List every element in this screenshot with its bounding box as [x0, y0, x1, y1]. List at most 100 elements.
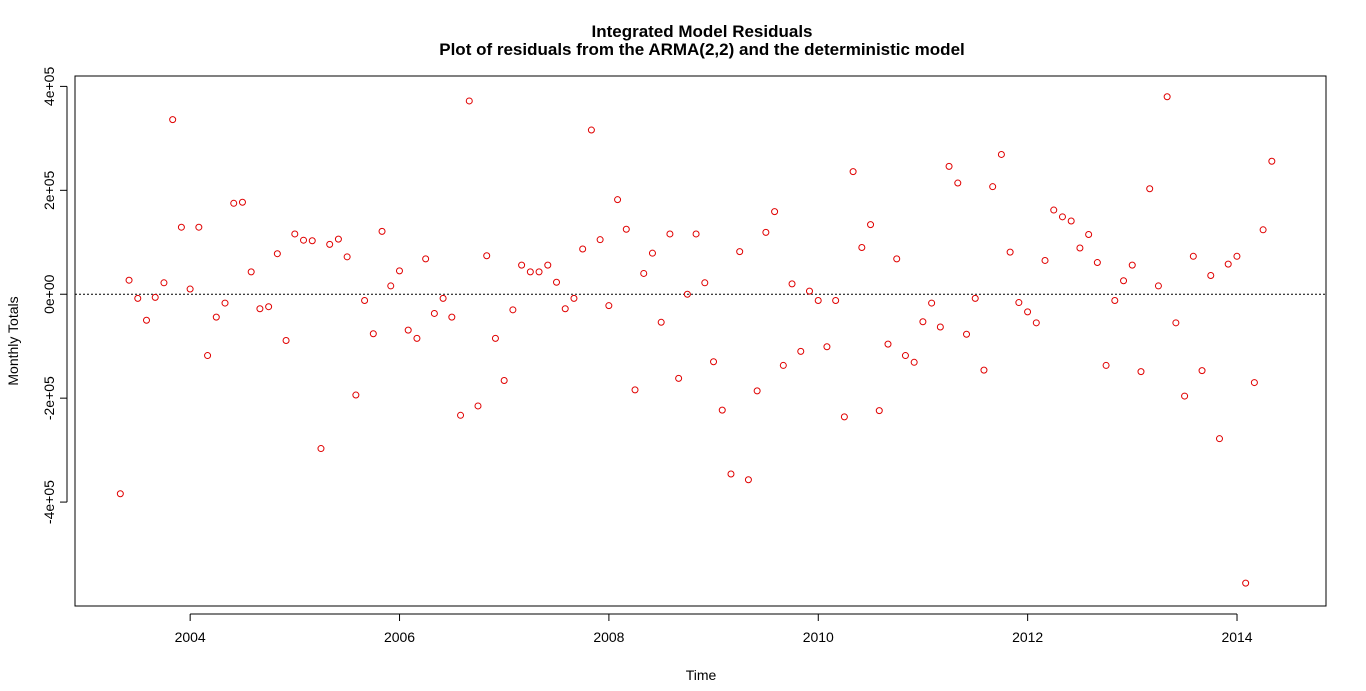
residual-point [282, 336, 290, 344]
residual-point [1093, 259, 1101, 267]
residual-point [134, 294, 142, 302]
plot-frame [74, 75, 1327, 607]
residual-point [177, 223, 185, 231]
residual-point [230, 199, 238, 207]
residual-point [422, 255, 430, 263]
residual-point [692, 230, 700, 238]
residual-point [640, 269, 648, 277]
residual-point [675, 374, 683, 382]
y-tick-label: -4e+05 [41, 480, 57, 524]
residual-point [736, 248, 744, 256]
residual-point [928, 299, 936, 307]
residual-point [1032, 319, 1040, 327]
residual-point [701, 279, 709, 287]
residual-point [997, 150, 1005, 158]
residual-point [535, 268, 543, 276]
residual-point [587, 126, 595, 134]
y-axis-label: Monthly Totals [5, 296, 21, 385]
residual-point [963, 330, 971, 338]
residual-points [116, 93, 1276, 587]
residual-point [614, 196, 622, 204]
residual-point [378, 227, 386, 235]
residual-point [718, 406, 726, 414]
residual-point [954, 179, 962, 187]
residual-point [1207, 272, 1215, 280]
residual-point [1259, 226, 1267, 234]
x-tick-label: 2012 [1012, 629, 1043, 645]
residual-point [1137, 368, 1145, 376]
residual-point [631, 386, 639, 394]
residual-point [369, 330, 377, 338]
residual-point [596, 236, 604, 244]
residual-point [125, 276, 133, 284]
residual-point [893, 255, 901, 263]
residual-point [291, 230, 299, 238]
residual-point [221, 299, 229, 307]
y-tick-label: 4e+05 [41, 67, 57, 107]
residual-point [142, 316, 150, 324]
residual-point [387, 282, 395, 290]
residual-point [805, 287, 813, 295]
residual-point [744, 476, 752, 484]
residual-point [605, 302, 613, 310]
residual-point [1024, 308, 1032, 316]
residual-point [413, 334, 421, 342]
residual-point [727, 470, 735, 478]
residual-point [945, 162, 953, 170]
residual-point [509, 306, 517, 314]
residual-point [465, 97, 473, 105]
residual-point [771, 208, 779, 216]
residual-point [710, 358, 718, 366]
residual-point [352, 391, 360, 399]
x-tick-label: 2008 [593, 629, 624, 645]
chart-subtitle: Plot of residuals from the ARMA(2,2) and… [439, 40, 965, 59]
residual-point [1058, 213, 1066, 221]
residual-point [457, 411, 465, 419]
residual-point [1233, 252, 1241, 260]
residual-point [151, 293, 159, 301]
residual-point [256, 305, 264, 313]
residual-point [1215, 435, 1223, 443]
residual-point [544, 261, 552, 269]
residual-point [334, 235, 342, 243]
residual-point [823, 343, 831, 351]
residual-point [788, 280, 796, 288]
residual-point [448, 313, 456, 321]
residual-point [875, 407, 883, 415]
residual-point [666, 230, 674, 238]
residual-point [160, 279, 168, 287]
residual-point [683, 290, 691, 298]
residual-point [265, 303, 273, 311]
residual-point [195, 223, 203, 231]
residual-point [910, 358, 918, 366]
residual-point [212, 313, 220, 321]
chart-title: Integrated Model Residuals [591, 22, 812, 41]
residual-point [169, 116, 177, 124]
residual-point [762, 228, 770, 236]
residual-point [483, 252, 491, 260]
residual-point [884, 340, 892, 348]
residual-point [840, 413, 848, 421]
x-tick-label: 2014 [1221, 629, 1252, 645]
residual-point [648, 249, 656, 257]
residual-point [1015, 299, 1023, 307]
residual-point [395, 267, 403, 275]
residual-point [273, 250, 281, 258]
residual-point [849, 168, 857, 176]
residual-point [1102, 361, 1110, 369]
x-tick-label: 2004 [175, 629, 206, 645]
residual-point [561, 305, 569, 313]
residual-point [308, 237, 316, 245]
residual-point [247, 268, 255, 276]
residual-point [317, 445, 325, 453]
residual-point [867, 221, 875, 229]
residual-point [858, 243, 866, 251]
residual-point [832, 296, 840, 304]
y-axis: -4e+05 -2e+05 0e+00 2e+05 4e+05 [41, 67, 68, 524]
residual-point [474, 402, 482, 410]
residual-point [570, 294, 578, 302]
x-axis: 2004 2006 2008 2010 2012 2014 [175, 613, 1253, 645]
residual-point [971, 294, 979, 302]
residual-point [1146, 185, 1154, 193]
residual-point [343, 253, 351, 261]
